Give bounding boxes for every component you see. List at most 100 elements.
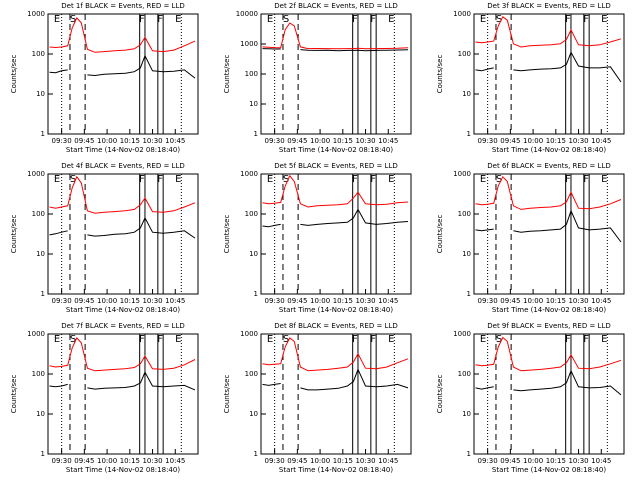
annotation: F (157, 334, 163, 345)
annotation: E (54, 174, 60, 185)
y-axis-label: Counts/sec (223, 375, 231, 414)
x-tick-label: 09:30 (52, 457, 72, 465)
annotation: E (54, 334, 60, 345)
x-axis-label: Start Time (14-Nov-02 08:18:40) (279, 466, 393, 474)
y-tick-label: 100 (458, 370, 471, 378)
series-line (475, 51, 622, 83)
x-tick-label: 09:30 (52, 297, 72, 305)
annotation: S (283, 14, 289, 25)
panel: Det 3f BLACK = Events, RED = LLD Start Ti… (436, 2, 625, 154)
y-tick-label: 100 (32, 370, 45, 378)
y-tick-label: 10000 (236, 10, 258, 18)
panel: Det 1f BLACK = Events, RED = LLD Start Ti… (10, 2, 199, 154)
y-tick-label: 1 (467, 290, 471, 298)
annotation: F (157, 14, 163, 25)
x-tick-label: 10:00 (523, 137, 543, 145)
plot-frame (47, 333, 199, 455)
series-line (262, 22, 409, 50)
annotation: F (139, 334, 145, 345)
annotation: F (565, 334, 571, 345)
annotation: F (583, 174, 589, 185)
annotation: E (601, 174, 607, 185)
x-tick-label: 10:00 (97, 297, 117, 305)
y-tick-label: 1 (41, 130, 45, 138)
x-tick-label: 10:15 (546, 457, 566, 465)
x-tick-label: 10:00 (97, 457, 117, 465)
y-tick-label: 100 (32, 210, 45, 218)
y-tick-label: 10 (462, 90, 471, 98)
x-tick-label: 09:45 (500, 137, 520, 145)
y-tick-label: 100 (245, 210, 258, 218)
x-tick-label: 09:45 (74, 297, 94, 305)
x-tick-label: 10:30 (142, 137, 162, 145)
annotation: E (175, 334, 181, 345)
y-tick-label: 1000 (240, 330, 258, 338)
chart-title: Det 2f BLACK = Events, RED = LLD (274, 2, 397, 10)
y-tick-label: 10 (36, 90, 45, 98)
y-tick-label: 1 (254, 450, 258, 458)
y-tick-label: 10 (36, 250, 45, 258)
chart-title: Det 8f BLACK = Events, RED = LLD (274, 322, 397, 330)
x-tick-label: 10:00 (310, 457, 330, 465)
x-tick-label: 09:45 (287, 457, 307, 465)
x-tick-label: 10:00 (310, 297, 330, 305)
x-axis-label: Start Time (14-Nov-02 08:18:40) (492, 146, 606, 154)
x-tick-label: 10:15 (333, 137, 353, 145)
annotation: S (70, 174, 76, 185)
x-tick-label: 10:45 (378, 297, 398, 305)
y-tick-label: 1000 (27, 170, 45, 178)
x-tick-label: 09:45 (74, 137, 94, 145)
x-tick-label: 10:00 (523, 297, 543, 305)
chart-title: Det 3f BLACK = Events, RED = LLD (487, 2, 610, 10)
x-tick-label: 10:15 (546, 137, 566, 145)
annotation: E (175, 174, 181, 185)
x-tick-label: 10:15 (120, 297, 140, 305)
plot-frame (47, 13, 199, 135)
annotation: F (565, 174, 571, 185)
annotation: E (601, 334, 607, 345)
x-tick-label: 10:30 (568, 137, 588, 145)
x-tick-label: 10:15 (333, 297, 353, 305)
y-axis-label: Counts/sec (436, 375, 444, 414)
annotation: S (283, 334, 289, 345)
annotation: F (370, 174, 376, 185)
annotation: S (496, 174, 502, 185)
y-tick-label: 10 (249, 250, 258, 258)
annotation: S (283, 174, 289, 185)
series-line (475, 336, 622, 372)
x-tick-label: 10:30 (355, 297, 375, 305)
y-tick-label: 100 (458, 50, 471, 58)
y-tick-label: 10 (462, 250, 471, 258)
x-tick-label: 09:30 (265, 297, 285, 305)
x-tick-label: 10:00 (310, 137, 330, 145)
x-tick-label: 10:15 (120, 137, 140, 145)
annotation: F (370, 334, 376, 345)
y-axis-label: Counts/sec (436, 215, 444, 254)
y-tick-label: 100 (32, 50, 45, 58)
annotation: E (480, 174, 486, 185)
y-axis-label: Counts/sec (436, 55, 444, 94)
panel: Det 8f BLACK = Events, RED = LLD Start Ti… (223, 322, 412, 474)
x-tick-label: 10:00 (97, 137, 117, 145)
series-line (49, 17, 196, 53)
x-tick-label: 10:15 (333, 457, 353, 465)
annotation: S (496, 334, 502, 345)
x-tick-label: 10:15 (120, 457, 140, 465)
series-line (262, 48, 409, 52)
annotation: S (70, 14, 76, 25)
chart-title: Det 4f BLACK = Events, RED = LLD (61, 162, 184, 170)
x-tick-label: 09:30 (478, 297, 498, 305)
y-tick-label: 10 (36, 410, 45, 418)
panel: Det 4f BLACK = Events, RED = LLD Start Ti… (10, 162, 199, 314)
x-axis-label: Start Time (14-Nov-02 08:18:40) (66, 306, 180, 314)
annotation: E (267, 174, 273, 185)
chart-title: Det 9f BLACK = Events, RED = LLD (487, 322, 610, 330)
y-tick-label: 1 (41, 290, 45, 298)
annotation: E (388, 334, 394, 345)
plot-frame (47, 173, 199, 295)
series-line (262, 368, 409, 391)
annotation: S (496, 14, 502, 25)
panel: Det 9f BLACK = Events, RED = LLD Start Ti… (436, 322, 625, 474)
plot-frame (473, 13, 625, 135)
